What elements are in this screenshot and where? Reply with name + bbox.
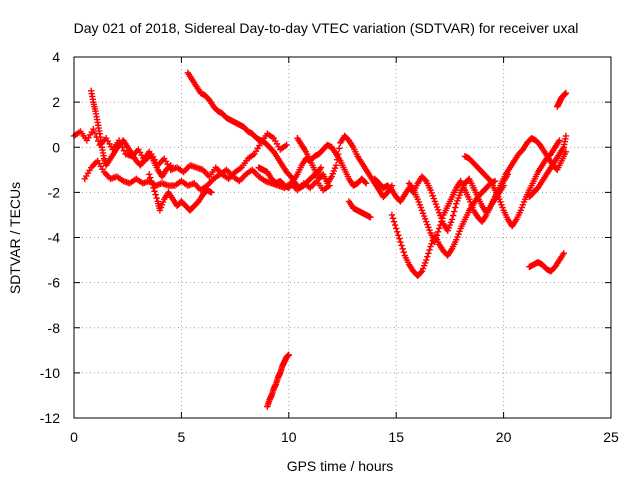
series-track-l: [461, 137, 563, 230]
data-point: [449, 212, 457, 219]
data-point: [417, 269, 425, 276]
data-point: [166, 163, 173, 170]
series-track-p: [554, 89, 570, 110]
data-point: [150, 184, 157, 192]
data-point: [435, 225, 443, 232]
data-point: [432, 235, 440, 242]
data-point: [452, 204, 459, 211]
data-point: [399, 245, 406, 252]
data-point: [424, 253, 431, 260]
data-point: [486, 176, 493, 184]
data-point: [421, 176, 429, 184]
series-track-o: [526, 250, 567, 275]
y-tick-label: -6: [48, 275, 61, 291]
data-point: [562, 148, 570, 155]
data-point: [426, 246, 433, 254]
x-tick-label: 5: [178, 429, 186, 445]
y-tick-label: -4: [48, 230, 61, 246]
series-track-d: [145, 171, 215, 214]
series-track-g: [294, 132, 396, 201]
data-point: [167, 162, 174, 169]
x-tick-label: 0: [70, 429, 78, 445]
data-point: [393, 225, 400, 232]
y-tick-label: -8: [48, 320, 61, 336]
series-track-c: [87, 87, 174, 180]
series-track-n: [526, 132, 570, 201]
data-point: [390, 218, 398, 225]
data-point: [90, 126, 97, 133]
data-point: [437, 221, 444, 229]
grid-lines: [74, 57, 611, 418]
data-point: [148, 177, 155, 185]
x-tick-label: 10: [281, 429, 297, 445]
data-point: [145, 171, 153, 178]
y-tick-label: 0: [52, 139, 60, 155]
data-point: [425, 250, 432, 257]
data-point: [152, 191, 159, 198]
data-point: [560, 250, 567, 257]
data-point: [285, 351, 292, 359]
data-point: [448, 216, 456, 223]
data-point: [562, 89, 570, 97]
data-point: [149, 181, 156, 188]
data-point: [388, 211, 396, 219]
y-axis-label: SDTVAR / TECUs: [7, 182, 23, 294]
data-point: [367, 213, 374, 221]
data-point: [439, 215, 446, 222]
data-points: [70, 69, 570, 410]
data-point: [394, 228, 401, 236]
data-point: [283, 141, 290, 149]
data-point: [395, 232, 402, 239]
y-tick-label: 4: [52, 49, 60, 65]
data-point: [389, 215, 397, 222]
series-track-h: [345, 198, 374, 221]
y-tick-label: 2: [52, 94, 60, 110]
data-point: [120, 147, 128, 154]
data-point: [391, 221, 399, 229]
data-point: [336, 145, 343, 152]
data-point: [208, 189, 215, 196]
data-point: [153, 194, 160, 202]
data-point: [151, 188, 158, 195]
data-point: [147, 174, 154, 181]
x-axis-label: GPS time / hours: [287, 458, 394, 474]
data-point: [450, 208, 458, 215]
y-tick-label: -10: [40, 365, 60, 381]
data-point: [433, 232, 441, 239]
series-track-q: [264, 351, 292, 410]
data-point: [333, 156, 341, 163]
y-tick-label: -2: [48, 184, 61, 200]
data-point: [400, 248, 407, 256]
data-point: [396, 235, 403, 242]
data-point: [362, 180, 370, 187]
x-tick-label: 25: [603, 429, 619, 445]
data-point: [423, 256, 430, 264]
data-point: [361, 179, 369, 186]
y-tick-label: -12: [40, 410, 60, 426]
data-point: [556, 137, 563, 144]
data-point: [317, 164, 325, 171]
data-point: [438, 218, 445, 225]
data-point: [434, 228, 442, 236]
data-point: [335, 150, 342, 158]
data-point: [398, 242, 405, 249]
x-tick-label: 20: [496, 429, 512, 445]
chart-title: Day 021 of 2018, Sidereal Day-to-day VTE…: [74, 20, 579, 36]
data-point: [397, 238, 404, 246]
data-point: [431, 238, 439, 246]
x-tick-label: 15: [388, 429, 404, 445]
data-point: [332, 162, 340, 169]
data-point: [562, 132, 570, 140]
